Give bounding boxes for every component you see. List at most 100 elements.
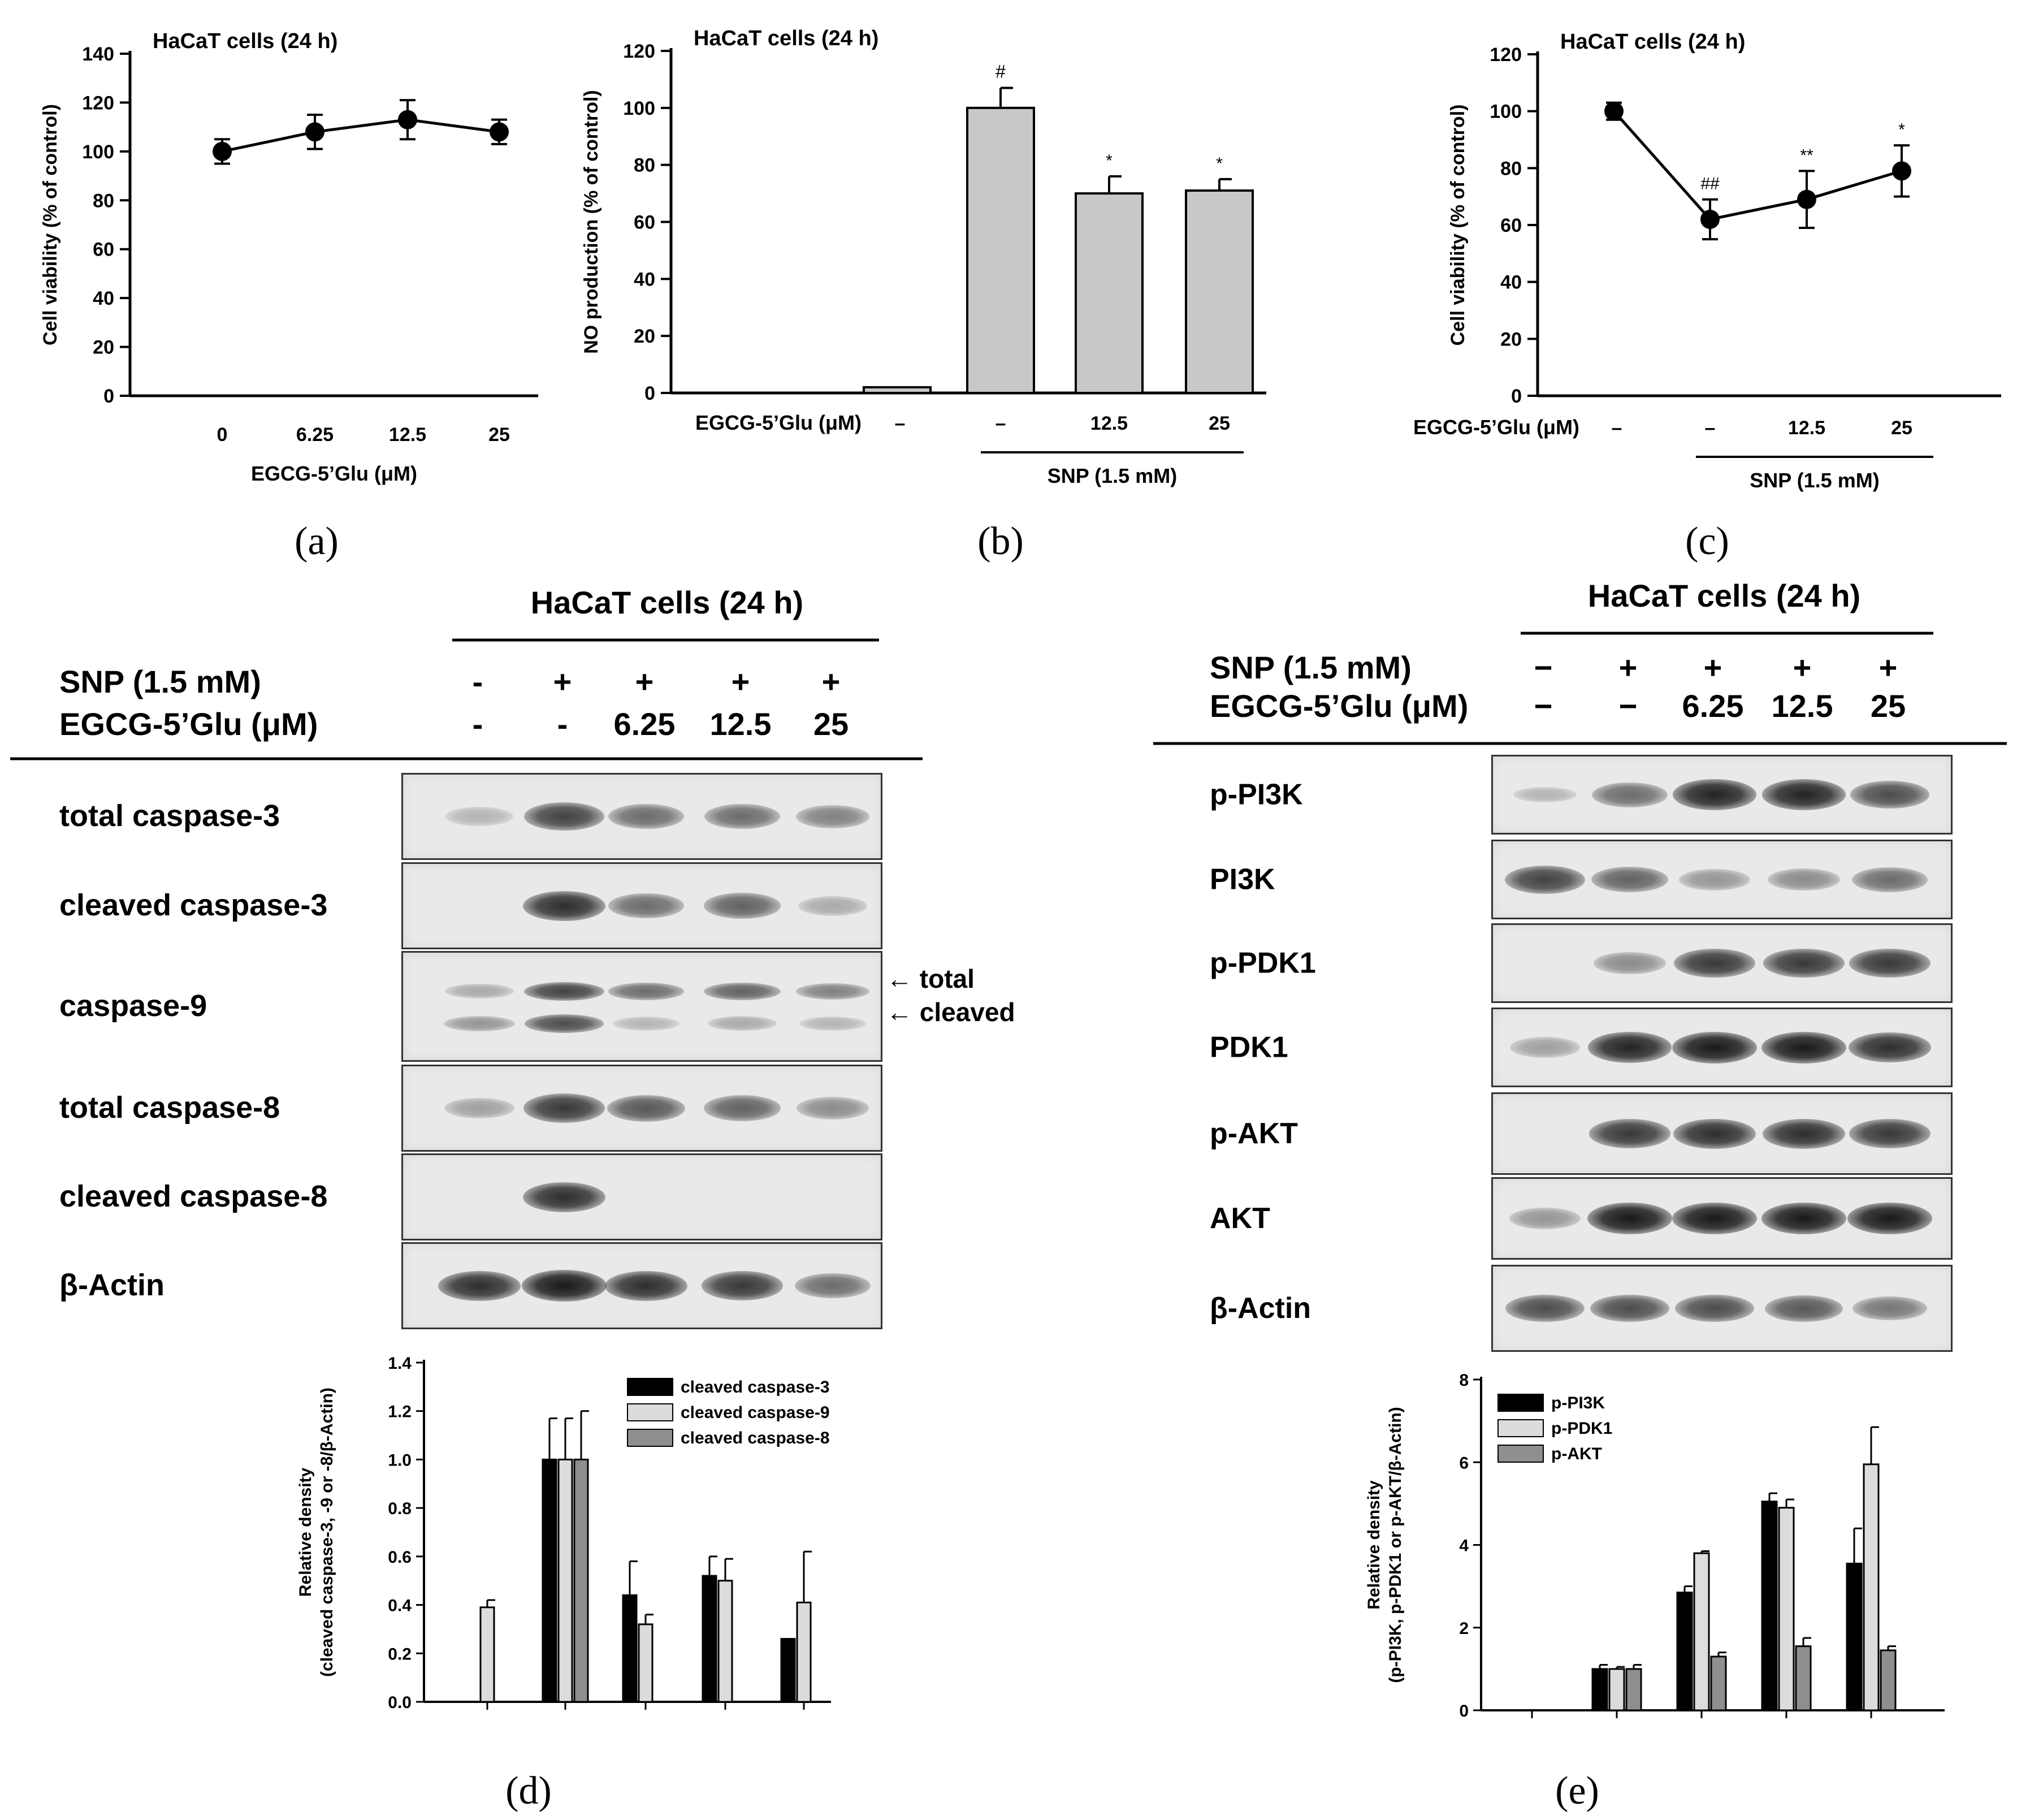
bar-p-akt: [1795, 1645, 1812, 1711]
legend-swatch: [1497, 1394, 1544, 1412]
panel-label: (b): [977, 520, 1024, 563]
egcg-value: 12.5: [1772, 688, 1833, 724]
y-tick-label: 20: [634, 326, 655, 347]
bar-cleaved-caspase-9: [479, 1606, 495, 1703]
x-tick-label: 0: [217, 424, 228, 446]
bar-cleaved-caspase-3: [542, 1458, 557, 1703]
blot-band: [1505, 1294, 1585, 1322]
blot-strip: [401, 1065, 882, 1152]
y-tick-label: 140: [82, 44, 114, 65]
bar-cleaved-caspase-3: [622, 1594, 638, 1703]
data-point: [213, 141, 232, 161]
blot-band: [444, 1015, 515, 1032]
data-point: [1604, 101, 1624, 121]
snp-value: +: [1879, 650, 1898, 685]
blot-band: [1761, 1031, 1846, 1064]
y-tick-label: 8: [1459, 1371, 1469, 1390]
blot-row-label: total caspase-3: [59, 799, 280, 833]
bar-p-akt: [1710, 1655, 1727, 1711]
blot-strip: [401, 1153, 882, 1240]
blot-band: [1847, 1203, 1932, 1234]
blot-band: [1673, 1118, 1756, 1149]
panel-d: 0.0 0.2 0.4 0.6 0.8 1.0 1.2 1.4 Relative density…: [296, 1354, 831, 1813]
snp-value: +: [635, 664, 654, 699]
blot-band: [1592, 782, 1668, 807]
legend-label: cleaved caspase-3: [681, 1378, 830, 1397]
blot-band: [608, 983, 684, 1000]
y-tick-label: 60: [93, 239, 114, 261]
x-tick-label: –: [1705, 417, 1716, 439]
blot-strip: [401, 773, 882, 860]
blot-strip: [401, 951, 882, 1062]
blot-band: [608, 804, 684, 829]
panel-a: 0 20 40 60 80 100 120 140 HaCaT cells (24 h) Cell…: [40, 29, 538, 563]
blot-row-label: PDK1: [1210, 1031, 1288, 1064]
blot-band: [608, 893, 684, 918]
blot-row-label: cleaved caspase-8: [59, 1179, 327, 1213]
x-tick-label: 25: [1891, 417, 1912, 439]
y-tick-label: 120: [623, 41, 655, 62]
egcg-value: 12.5: [710, 706, 772, 742]
blot-band: [1505, 865, 1585, 894]
bar-cleaved-caspase-9: [717, 1580, 733, 1703]
y-tick-label: 80: [93, 190, 114, 211]
snp-value: +: [1619, 650, 1638, 685]
y-axis-label: NO production (% of control): [581, 90, 602, 354]
bar-cleaved-caspase-3: [702, 1575, 717, 1703]
blot-band: [522, 1270, 607, 1302]
blot-band: [605, 1270, 687, 1301]
panel-label: (c): [1685, 520, 1729, 563]
blot-band: [523, 1182, 605, 1212]
blot-strip: [1491, 840, 1953, 919]
blot-row-label: p-PDK1: [1210, 947, 1316, 980]
blot-band: [1849, 1119, 1931, 1148]
y-axis-label-line1: Relative density: [1365, 1480, 1383, 1610]
blot-row-label: β-Actin: [1210, 1292, 1311, 1325]
egcg-value: 25: [813, 706, 849, 742]
blot-band: [1513, 786, 1577, 803]
chart-title: HaCaT cells (24 h): [153, 29, 337, 53]
y-tick-label: 1.2: [388, 1403, 412, 1421]
egcg-value: 25: [1871, 688, 1906, 724]
bar-p-pdk1: [1778, 1507, 1795, 1711]
band-arrow-label: ← total: [886, 964, 975, 993]
bar-cleaved-caspase-3: [780, 1638, 796, 1703]
y-tick-label: 0.8: [388, 1499, 412, 1518]
blot-band: [1673, 779, 1756, 810]
snp-value: +: [1704, 650, 1722, 685]
significance-mark: *: [1216, 154, 1223, 173]
y-tick-label: 0: [644, 383, 655, 404]
bar-p-pdk1: [1693, 1552, 1710, 1711]
panel-label: (a): [295, 520, 339, 563]
blot-band: [1849, 1032, 1931, 1062]
blot-band: [1679, 868, 1750, 890]
bar-p-pi3k: [1591, 1668, 1608, 1711]
snp-value: +: [553, 664, 572, 699]
x-axis-label: EGCG-5’Glu (μM): [251, 462, 417, 485]
legend-label: p-PI3K: [1551, 1394, 1605, 1412]
blot-band: [1852, 867, 1928, 892]
blot-strip: [401, 862, 882, 949]
blot-band: [704, 893, 781, 919]
y-tick-label: 6: [1459, 1454, 1469, 1472]
y-tick-label: 4: [1459, 1537, 1469, 1555]
y-tick-label: 0.4: [388, 1597, 412, 1615]
blot-band: [708, 1016, 777, 1031]
blot-band: [444, 1097, 514, 1119]
blot-band: [1588, 1032, 1672, 1063]
chart-title: HaCaT cells (24 h): [694, 27, 878, 50]
y-tick-label: 120: [1490, 44, 1522, 66]
bar-p-pi3k: [1761, 1501, 1778, 1711]
egcg-value: 6.25: [1682, 688, 1744, 724]
y-tick-label: 0: [1511, 386, 1522, 407]
legend-swatch: [627, 1403, 673, 1421]
blot-band: [1590, 1294, 1669, 1322]
y-tick-label: 0: [103, 386, 114, 407]
blot-strip: [1491, 1265, 1953, 1352]
bar-cleaved-caspase-8: [573, 1458, 589, 1703]
group-label: SNP (1.5 mM): [1048, 464, 1177, 487]
blot-band: [523, 1093, 605, 1123]
blot-band: [1761, 1203, 1846, 1234]
bar-cleaved-caspase-9: [557, 1458, 573, 1703]
